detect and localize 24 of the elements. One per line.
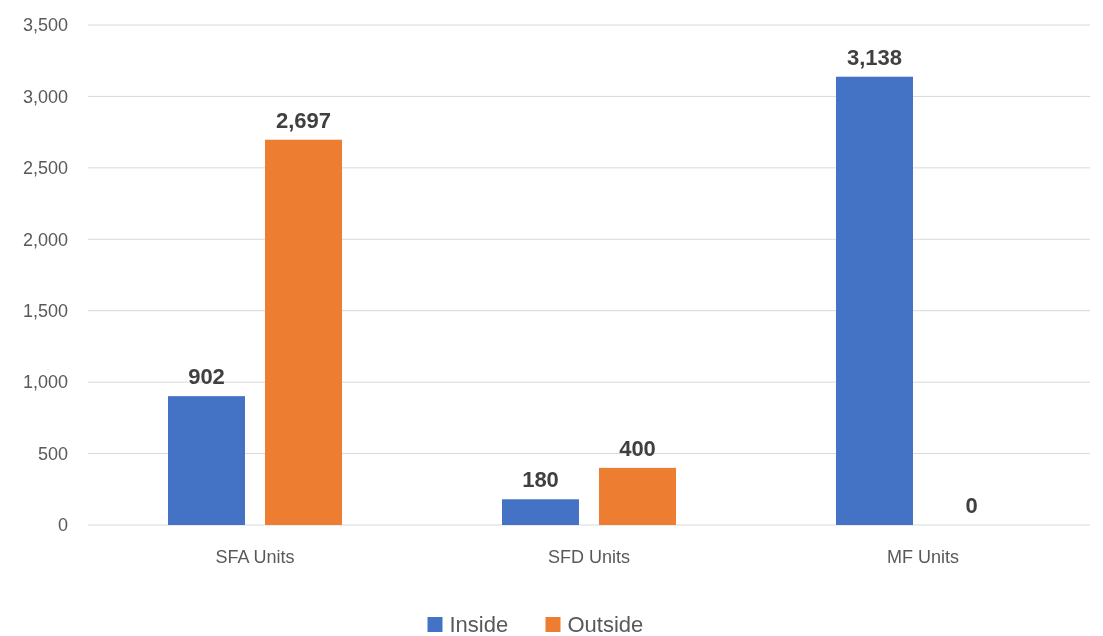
y-tick-label: 0	[57, 515, 68, 536]
bar	[836, 76, 913, 525]
y-tick-label: 1,000	[22, 372, 68, 393]
text: 2,697	[275, 107, 332, 133]
legend-label: Outside	[567, 612, 644, 636]
bar	[502, 499, 579, 525]
y-tick-label: 3,500	[22, 15, 68, 36]
y-tick-label: 1,500	[22, 301, 68, 322]
y-tick-label: 500	[37, 443, 68, 464]
x-tick-label: SFD Units	[547, 547, 631, 567]
text: 400	[619, 435, 656, 461]
y-tick-label: 2,000	[22, 229, 68, 250]
text: 3,138	[846, 44, 903, 70]
bar	[168, 396, 245, 525]
text: 180	[522, 467, 559, 493]
x-tick-label: SFA Units	[215, 547, 295, 567]
legend-label: Inside	[449, 612, 509, 636]
y-tick-label: 2,500	[22, 158, 68, 179]
bar	[265, 139, 342, 525]
text: 902	[188, 364, 225, 390]
y-tick-label: 3,000	[22, 86, 68, 107]
x-tick-label: MF Units	[887, 547, 959, 567]
text: 0	[965, 493, 978, 518]
bar	[599, 467, 676, 525]
